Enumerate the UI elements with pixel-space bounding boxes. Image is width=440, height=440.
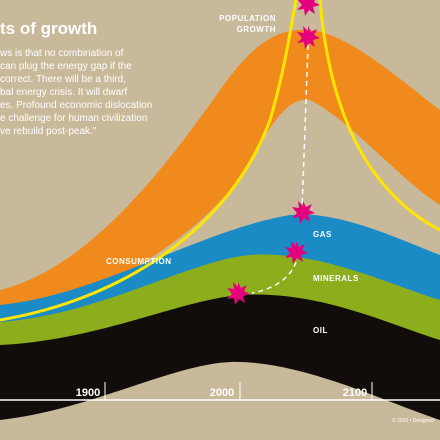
credit: © 2010 • Designed bbox=[392, 417, 434, 424]
label: GROWTH bbox=[237, 25, 276, 34]
axis-label: 2100 bbox=[343, 387, 367, 399]
label: MINERALS bbox=[313, 274, 359, 283]
quote-line: ve rebuild post-peak." bbox=[0, 126, 97, 137]
label: GAS bbox=[313, 230, 332, 239]
label: CONSUMPTION bbox=[106, 257, 172, 266]
base-curve bbox=[0, 361, 440, 440]
label: POPULATION bbox=[219, 14, 276, 23]
title: ts of growth bbox=[0, 19, 97, 38]
dashed-path bbox=[251, 44, 309, 294]
axis-label: 1900 bbox=[76, 387, 100, 399]
quote-line: e challenge for human civilization bbox=[0, 113, 147, 124]
quote-line: can plug the energy gap if the bbox=[0, 61, 132, 72]
population-line bbox=[0, 0, 298, 322]
population-line bbox=[318, 0, 440, 232]
quote-line: correct. There will be a third, bbox=[0, 74, 126, 85]
quote: ws is that no combination of can plug th… bbox=[0, 48, 152, 137]
quote-line: es. Profound economic dislocation bbox=[0, 100, 152, 111]
consumption-band bbox=[0, 29, 440, 325]
axis-label: 2000 bbox=[210, 387, 234, 399]
quote-line: ws is that no combination of bbox=[0, 48, 124, 59]
label: OIL bbox=[313, 326, 328, 335]
quote-line: bal energy crisis. It will dwarf bbox=[0, 87, 127, 98]
